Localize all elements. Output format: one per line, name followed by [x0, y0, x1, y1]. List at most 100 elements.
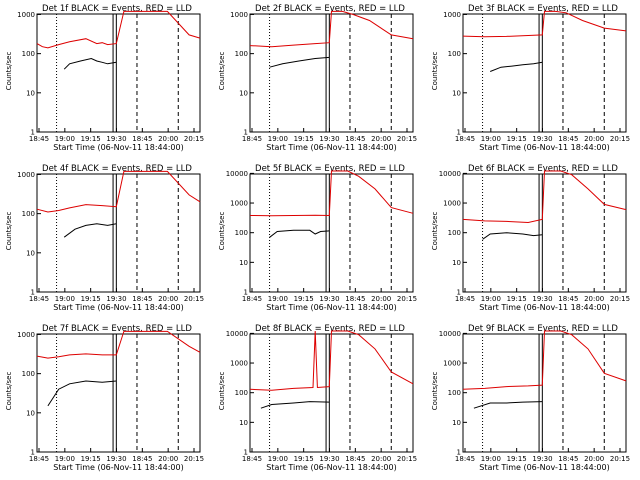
- x-axis-label: Start Time (06-Nov-11 18:44:00): [479, 143, 609, 152]
- detector-panel-5: Det 5f BLACK = Events, RED = LLD Counts/s…: [213, 160, 426, 320]
- events-series-line: [260, 401, 330, 409]
- events-series-line: [269, 229, 330, 238]
- lld-series-line: [249, 170, 414, 217]
- x-tick-label: 18:45: [242, 135, 262, 143]
- x-tick-label: 19:15: [81, 135, 101, 143]
- y-tick-label: 1: [31, 289, 35, 297]
- events-series-line: [473, 401, 543, 409]
- y-axis-label: Counts/sec: [431, 212, 439, 251]
- y-tick-label: 1: [457, 289, 461, 297]
- y-tick-label: 1000: [443, 200, 461, 208]
- y-tick-label: 1000: [17, 171, 35, 179]
- y-tick-label: 10: [239, 259, 248, 267]
- events-series-line: [482, 232, 543, 240]
- x-tick-label: 19:00: [55, 455, 75, 463]
- y-tick-label: 10: [452, 259, 461, 267]
- y-tick-label: 100: [235, 229, 248, 237]
- y-tick-label: 1: [31, 449, 35, 457]
- x-tick-label: 18:45: [455, 295, 475, 303]
- detector-panel-8: Det 8f BLACK = Events, RED = LLD Counts/s…: [213, 320, 426, 480]
- x-tick-label: 19:15: [81, 455, 101, 463]
- x-axis-label: Start Time (06-Nov-11 18:44:00): [53, 463, 183, 472]
- events-series-line: [63, 57, 117, 70]
- x-tick-label: 20:15: [397, 135, 417, 143]
- x-axis-label: Start Time (06-Nov-11 18:44:00): [266, 143, 396, 152]
- y-tick-label: 1000: [230, 360, 248, 368]
- panel-title: Det 5f BLACK = Events, RED = LLD: [255, 164, 405, 174]
- lld-series-line: [36, 10, 201, 49]
- y-tick-label: 10: [239, 419, 248, 427]
- plot-frame: [249, 333, 414, 453]
- panel-title: Det 9f BLACK = Events, RED = LLD: [468, 324, 618, 334]
- y-tick-label: 1: [244, 289, 248, 297]
- x-tick-label: 18:45: [132, 295, 152, 303]
- lld-series-line: [462, 330, 627, 390]
- plot-frame: [249, 13, 414, 133]
- x-tick-label: 19:15: [81, 295, 101, 303]
- x-tick-label: 20:00: [158, 135, 178, 143]
- x-tick-label: 18:45: [242, 295, 262, 303]
- x-tick-label: 18:45: [345, 295, 365, 303]
- x-axis-label: Start Time (06-Nov-11 18:44:00): [53, 143, 183, 152]
- chart-svg: Det 1f BLACK = Events, RED = LLD Counts/s…: [5, 4, 204, 152]
- y-tick-label: 1: [457, 129, 461, 137]
- x-tick-label: 18:45: [455, 135, 475, 143]
- y-tick-label: 1000: [230, 200, 248, 208]
- x-tick-label: 18:45: [558, 135, 578, 143]
- x-tick-label: 19:00: [268, 135, 288, 143]
- plot-frame: [36, 13, 201, 133]
- chart-svg: Det 4f BLACK = Events, RED = LLD Counts/s…: [5, 164, 204, 312]
- y-tick-label: 100: [448, 389, 461, 397]
- x-tick-label: 20:00: [158, 295, 178, 303]
- plot-frame: [36, 333, 201, 453]
- plot-frame: [36, 173, 201, 293]
- chart-svg: Det 3f BLACK = Events, RED = LLD Counts/s…: [431, 4, 630, 152]
- y-tick-label: 100: [235, 389, 248, 397]
- x-tick-label: 18:45: [455, 455, 475, 463]
- x-tick-label: 20:15: [610, 455, 630, 463]
- y-axis-label: Counts/sec: [5, 52, 13, 91]
- detector-panel-1: Det 1f BLACK = Events, RED = LLD Counts/s…: [0, 0, 213, 160]
- x-axis-label: Start Time (06-Nov-11 18:44:00): [479, 303, 609, 312]
- x-tick-label: 20:00: [584, 295, 604, 303]
- events-series-line: [47, 380, 117, 407]
- y-tick-label: 10: [452, 89, 461, 97]
- x-tick-label: 19:15: [294, 455, 314, 463]
- y-tick-label: 100: [448, 229, 461, 237]
- x-tick-label: 20:00: [584, 455, 604, 463]
- panel-title: Det 2f BLACK = Events, RED = LLD: [255, 4, 405, 14]
- x-tick-label: 19:00: [481, 295, 501, 303]
- y-tick-label: 10000: [439, 330, 461, 338]
- y-tick-label: 1000: [443, 360, 461, 368]
- x-tick-label: 20:00: [371, 295, 391, 303]
- y-tick-label: 100: [448, 50, 461, 58]
- y-tick-label: 10000: [226, 330, 248, 338]
- x-axis-label: Start Time (06-Nov-11 18:44:00): [53, 303, 183, 312]
- events-series-line: [63, 223, 117, 238]
- x-tick-label: 20:15: [397, 455, 417, 463]
- y-axis-label: Counts/sec: [5, 212, 13, 251]
- chart-svg: Det 9f BLACK = Events, RED = LLD Counts/s…: [431, 324, 630, 472]
- x-tick-label: 19:30: [319, 135, 339, 143]
- detector-panel-2: Det 2f BLACK = Events, RED = LLD Counts/s…: [213, 0, 426, 160]
- detector-panel-7: Det 7f BLACK = Events, RED = LLD Counts/s…: [0, 320, 213, 480]
- y-axis-label: Counts/sec: [218, 212, 226, 251]
- x-tick-label: 18:45: [29, 295, 49, 303]
- lld-series-line: [462, 10, 627, 38]
- x-tick-label: 20:15: [610, 295, 630, 303]
- y-tick-label: 100: [22, 50, 35, 58]
- x-axis-label: Start Time (06-Nov-11 18:44:00): [479, 463, 609, 472]
- x-tick-label: 20:00: [371, 135, 391, 143]
- x-tick-label: 19:30: [319, 295, 339, 303]
- x-tick-label: 18:45: [132, 135, 152, 143]
- x-tick-label: 19:15: [294, 135, 314, 143]
- y-tick-label: 10000: [439, 170, 461, 178]
- x-tick-label: 18:45: [345, 455, 365, 463]
- x-tick-label: 19:15: [294, 295, 314, 303]
- panel-title: Det 1f BLACK = Events, RED = LLD: [42, 4, 192, 14]
- x-tick-label: 18:45: [558, 295, 578, 303]
- y-axis-label: Counts/sec: [431, 52, 439, 91]
- y-axis-label: Counts/sec: [218, 372, 226, 411]
- panel-title: Det 6f BLACK = Events, RED = LLD: [468, 164, 618, 174]
